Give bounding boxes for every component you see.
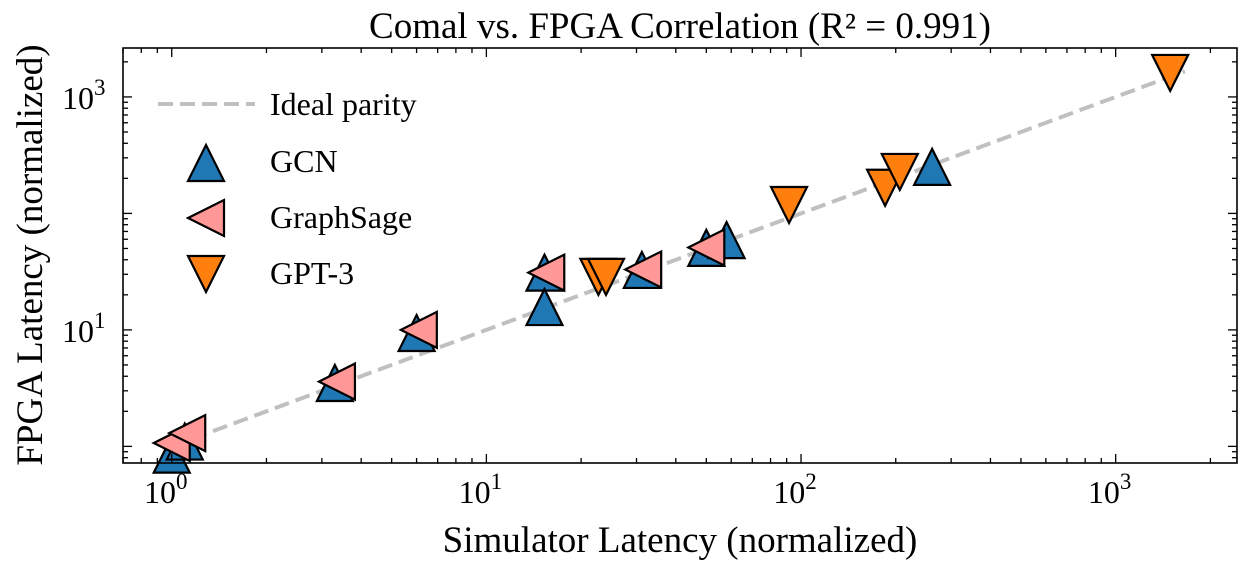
legend-marker-graphsage xyxy=(185,198,226,238)
point-graphsage xyxy=(398,310,438,350)
x-tick-label: 101 xyxy=(459,469,502,510)
legend-label-ideal-parity: Ideal parity xyxy=(270,86,417,122)
point-gcn xyxy=(912,146,952,186)
point-graphsage xyxy=(166,413,207,453)
x-axis-label: Simulator Latency (normalized) xyxy=(443,520,918,561)
legend-marker-gpt3 xyxy=(186,254,226,295)
legend-label-graphsage: GraphSage xyxy=(270,199,412,235)
legend-label-gpt3: GPT-3 xyxy=(270,255,354,291)
x-tick-label: 103 xyxy=(1088,469,1132,510)
point-graphsage xyxy=(525,252,566,293)
y-axis-label: FPGA Latency (normalized) xyxy=(10,44,51,465)
legend-label-gcn: GCN xyxy=(270,143,338,179)
point-gpt3 xyxy=(586,257,626,298)
legend: Ideal parity GCN GraphSage GPT-3 xyxy=(140,75,470,305)
legend-marker-gcn xyxy=(186,142,226,183)
point-graphsage xyxy=(685,227,726,268)
point-gpt3 xyxy=(1150,53,1190,94)
y-tick-label: 101 xyxy=(62,308,106,349)
point-gcn xyxy=(524,286,565,327)
chart-title: Comal vs. FPGA Correlation (R² = 0.991) xyxy=(369,6,991,47)
x-tick-label: 100 xyxy=(144,469,188,510)
x-tick-label: 102 xyxy=(773,469,817,510)
point-graphsage xyxy=(316,361,357,402)
point-gpt3 xyxy=(769,185,809,226)
y-tick-label: 103 xyxy=(62,75,106,116)
plot-frame xyxy=(122,47,1238,464)
point-graphsage xyxy=(622,249,663,290)
point-gpt3 xyxy=(880,152,920,193)
